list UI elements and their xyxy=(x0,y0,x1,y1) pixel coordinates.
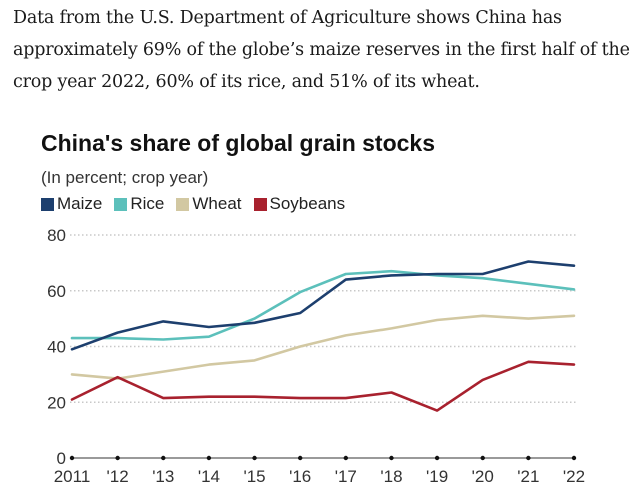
series-line-wheat xyxy=(70,314,576,380)
x-tick-label-5: '16 xyxy=(289,467,311,486)
y-tick-label-40: 40 xyxy=(47,338,66,357)
x-tick-mark-9 xyxy=(480,455,485,461)
x-tick-mark-3 xyxy=(206,455,212,461)
legend-swatch-wheat xyxy=(176,197,190,211)
x-tick-mark-1 xyxy=(115,455,120,461)
legend-item-maize: Maize xyxy=(41,194,102,214)
x-tick-label-2: '13 xyxy=(152,467,174,486)
x-tick-label-8: '19 xyxy=(426,467,448,486)
y-tick-label-60: 60 xyxy=(47,282,66,301)
x-tick-mark-8 xyxy=(434,455,440,461)
x-tick-mark-6 xyxy=(343,455,349,461)
legend-swatch-maize xyxy=(41,197,54,211)
series-line-rice xyxy=(70,269,576,341)
x-tick-mark-11 xyxy=(571,455,577,461)
chart-legend: Maize Rice Wheat Soybeans xyxy=(41,194,345,214)
y-tick-label-0: 0 xyxy=(57,449,66,468)
x-tick-label-3: '14 xyxy=(198,467,220,486)
chart-title: China's share of global grain stocks xyxy=(41,130,436,156)
x-tick-label-7: '18 xyxy=(380,467,402,486)
y-tick-label-20: 20 xyxy=(47,393,66,412)
x-tick-mark-2 xyxy=(161,455,166,461)
x-tick-label-6: '17 xyxy=(335,467,357,486)
x-tick-mark-4 xyxy=(252,455,257,461)
x-tick-label-4: '15 xyxy=(243,467,265,486)
intro-paragraph: Data from the U.S. Department of Agricul… xyxy=(13,8,630,92)
x-tick-mark-7 xyxy=(389,455,394,461)
legend-label-wheat: Wheat xyxy=(192,194,242,213)
legend-label-rice: Rice xyxy=(130,194,165,213)
x-tick-label-9: '20 xyxy=(472,467,494,486)
x-tick-label-1: '12 xyxy=(107,467,129,486)
x-tick-label-10: '21 xyxy=(517,467,539,486)
legend-swatch-soybeans xyxy=(253,197,267,211)
y-tick-label-80: 80 xyxy=(47,226,66,245)
legend-swatch-rice xyxy=(114,197,128,211)
chart-subtitle: (In percent; crop year) xyxy=(41,168,209,187)
x-tick-mark-10 xyxy=(526,455,531,461)
x-tick-mark-0 xyxy=(69,455,75,461)
legend-item-rice: Rice xyxy=(114,194,164,214)
legend-item-wheat: Wheat xyxy=(176,194,242,214)
legend-label-soybeans: Soybeans xyxy=(269,194,346,213)
x-tick-label-11: '22 xyxy=(563,467,585,486)
series-line-maize xyxy=(70,260,576,351)
x-tick-mark-5 xyxy=(297,455,303,461)
legend-label-maize: Maize xyxy=(57,194,103,213)
legend-item-soybeans: Soybeans xyxy=(253,194,346,214)
x-tick-label-0: 2011 xyxy=(54,467,91,486)
series-line-soybeans xyxy=(70,360,576,412)
